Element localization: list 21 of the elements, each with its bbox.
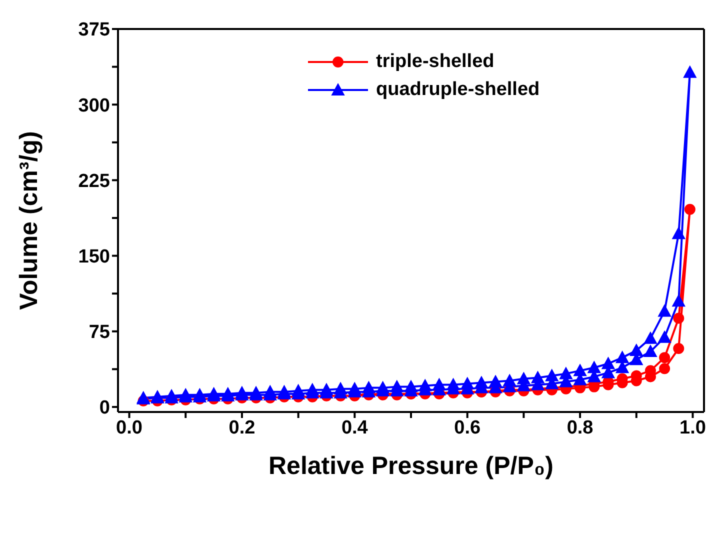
x-tick-label: 0.2: [228, 417, 256, 438]
y-tick-label: 0: [99, 398, 110, 419]
point: [684, 204, 696, 215]
point: [673, 343, 684, 354]
x-tick-label: 0.0: [116, 417, 142, 438]
y-tick-label: 300: [78, 95, 110, 116]
x-axis-title: Relative Pressure (P/P₀): [268, 452, 554, 480]
y-tick-label: 375: [78, 20, 110, 41]
point: [659, 352, 670, 364]
point: [673, 312, 684, 324]
legend-label: triple-shelled: [376, 51, 494, 73]
x-tick-label: 0.6: [454, 417, 481, 438]
point: [659, 363, 670, 374]
x-tick-label: 0.8: [566, 417, 594, 438]
x-tick-label: 0.4: [341, 417, 368, 438]
y-tick-label: 225: [78, 170, 110, 192]
x-tick-label: 1.0: [680, 417, 706, 438]
y-tick-label: 150: [78, 246, 110, 268]
y-axis-title: Volume (cm³/g): [14, 131, 43, 310]
y-tick-label: 75: [88, 322, 110, 344]
legend-label: quadruple-shelled: [376, 79, 540, 101]
